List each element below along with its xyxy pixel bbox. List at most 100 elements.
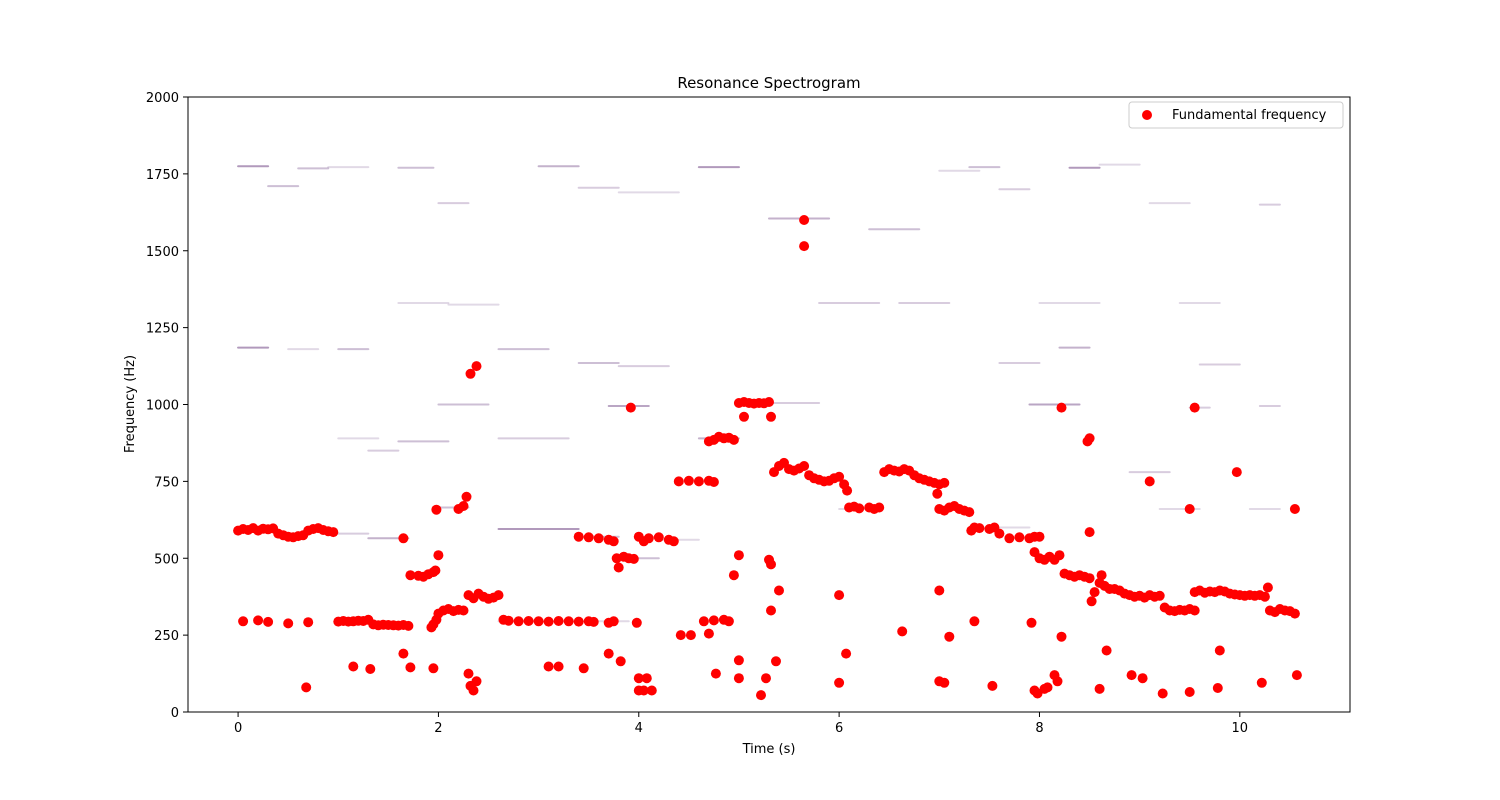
data-point	[974, 523, 985, 534]
y-tick-label: 1750	[146, 168, 179, 183]
data-point	[628, 553, 639, 564]
data-point	[625, 402, 636, 413]
data-point	[1096, 570, 1107, 581]
data-point	[874, 502, 885, 513]
y-tick-label: 1250	[146, 322, 179, 337]
data-point	[398, 533, 409, 544]
data-point	[1084, 573, 1095, 584]
data-point	[1231, 467, 1242, 478]
x-tick-label: 10	[1232, 721, 1249, 736]
data-point	[638, 685, 649, 696]
y-tick-label: 750	[154, 475, 179, 490]
data-point	[723, 616, 734, 627]
data-point	[503, 615, 514, 626]
data-point	[675, 630, 686, 641]
data-point	[253, 615, 264, 626]
legend: Fundamental frequency	[1128, 101, 1344, 129]
data-point	[463, 668, 474, 679]
data-point	[673, 476, 684, 487]
data-point	[405, 570, 416, 581]
data-point	[1212, 683, 1223, 693]
data-point	[461, 491, 472, 502]
y-tick-label: 1500	[146, 245, 179, 260]
data-point	[1086, 596, 1097, 607]
data-point	[799, 461, 810, 471]
data-point	[693, 476, 704, 487]
x-axis: 0 2 4 6 8 10	[234, 712, 1248, 736]
data-point	[710, 668, 721, 679]
data-point	[1054, 550, 1065, 561]
data-point	[431, 504, 442, 515]
data-point	[533, 616, 544, 627]
y-tick-label: 250	[154, 629, 179, 644]
data-point	[1144, 476, 1155, 487]
data-point	[1101, 645, 1112, 656]
x-tick-label: 2	[434, 721, 442, 736]
data-point	[939, 477, 950, 488]
data-point	[1289, 608, 1300, 619]
data-point	[1084, 527, 1095, 538]
data-point	[348, 661, 359, 672]
data-point	[756, 690, 766, 701]
data-point	[238, 616, 249, 627]
data-point	[1014, 532, 1025, 543]
chart-title: Resonance Spectrogram	[677, 74, 860, 92]
data-point	[1084, 433, 1095, 444]
data-point	[1089, 587, 1100, 598]
data-point	[834, 590, 845, 601]
x-tick-label: 6	[835, 721, 843, 736]
data-point	[708, 615, 719, 626]
data-point	[685, 630, 696, 641]
data-point	[543, 616, 554, 627]
data-point	[1259, 591, 1270, 602]
data-point	[458, 501, 469, 511]
data-point	[430, 565, 441, 576]
data-point	[583, 532, 594, 543]
data-point	[934, 585, 945, 596]
data-point	[897, 626, 908, 637]
data-point	[471, 361, 482, 372]
data-point	[733, 550, 744, 561]
data-point	[766, 559, 776, 570]
data-point	[799, 215, 810, 225]
y-tick-label: 500	[154, 552, 179, 567]
data-point	[1189, 605, 1200, 616]
data-point	[631, 617, 642, 628]
data-point	[994, 528, 1005, 539]
data-point	[641, 673, 652, 684]
data-point	[969, 616, 980, 627]
data-point	[964, 507, 975, 518]
data-point	[523, 616, 534, 626]
data-point	[698, 616, 709, 627]
data-point	[458, 605, 469, 616]
legend-marker	[1142, 110, 1152, 120]
data-point	[932, 488, 943, 499]
data-point	[653, 532, 664, 543]
data-point	[553, 616, 564, 626]
data-point	[841, 648, 852, 659]
data-point	[733, 655, 744, 666]
data-point	[513, 616, 524, 627]
data-point	[1026, 617, 1037, 628]
data-point	[608, 536, 619, 547]
data-point	[588, 616, 599, 627]
legend-box	[1128, 101, 1344, 129]
data-point	[761, 673, 771, 684]
data-point	[1256, 677, 1267, 688]
data-point	[1291, 670, 1302, 681]
x-tick-label: 0	[234, 721, 242, 736]
data-point	[405, 662, 416, 673]
fundamental-frequency-series	[233, 215, 1302, 701]
data-point	[1094, 683, 1105, 694]
data-point	[563, 616, 574, 627]
y-tick-label: 1000	[146, 399, 179, 414]
data-point	[739, 411, 749, 422]
data-point	[1052, 676, 1063, 687]
data-point	[1184, 687, 1195, 697]
data-point	[328, 527, 339, 538]
y-axis-label: Frequency (Hz)	[123, 355, 138, 453]
data-point	[1042, 682, 1053, 693]
data-point	[301, 682, 312, 693]
data-point	[613, 562, 624, 573]
data-point	[1289, 504, 1300, 514]
